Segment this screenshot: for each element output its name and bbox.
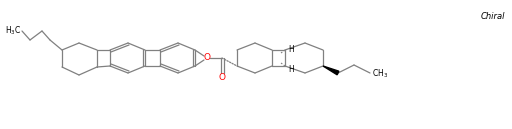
- Text: Chiral: Chiral: [480, 12, 505, 21]
- Text: O: O: [219, 72, 225, 82]
- Text: H$_3$C: H$_3$C: [5, 25, 22, 37]
- Text: H: H: [288, 45, 294, 54]
- Text: CH$_3$: CH$_3$: [372, 68, 388, 80]
- Text: O: O: [203, 54, 210, 62]
- Polygon shape: [323, 66, 339, 75]
- Text: H: H: [288, 64, 294, 74]
